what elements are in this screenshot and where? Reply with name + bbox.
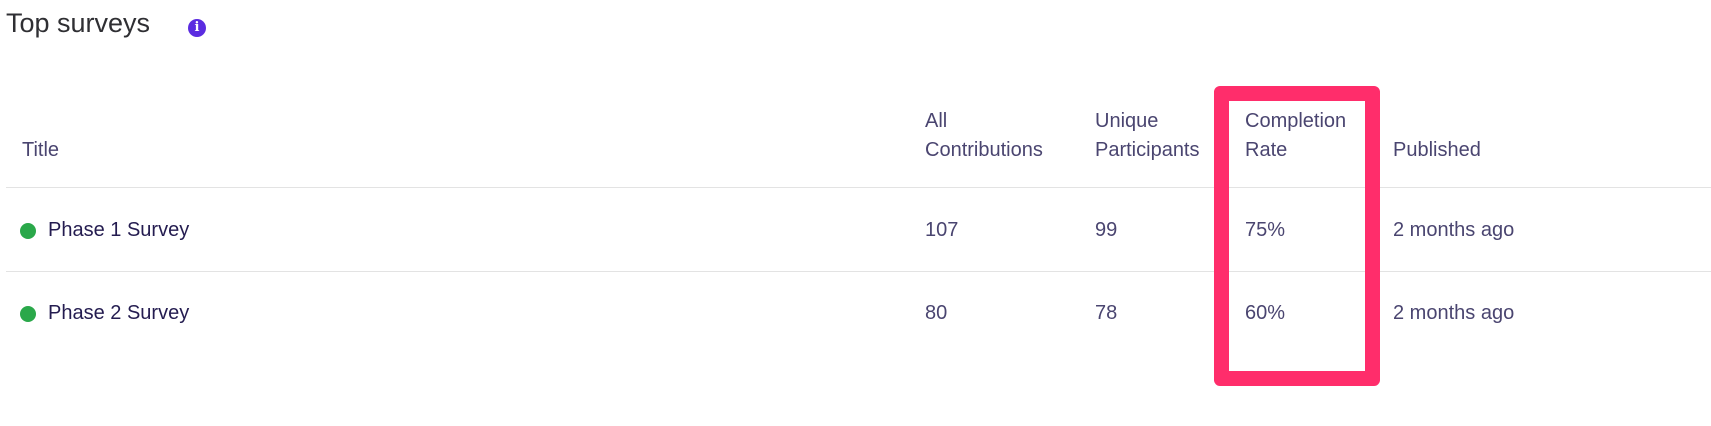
completion-rate-value: 60% (1245, 302, 1286, 324)
column-header-all-contributions[interactable]: All Contributions (925, 107, 1043, 165)
contributions-value: 80 (925, 302, 948, 324)
divider (6, 271, 1711, 272)
page-title: Top surveys (6, 8, 151, 38)
divider (6, 187, 1711, 188)
header-label: Rate (1245, 139, 1288, 161)
column-header-completion-rate[interactable]: Completion Rate (1245, 107, 1346, 165)
header-label: Participants (1095, 139, 1200, 161)
header-label: Unique (1095, 110, 1159, 132)
completion-rate-value: 75% (1245, 219, 1286, 241)
status-dot-icon (20, 306, 36, 322)
header-label: Completion (1245, 110, 1347, 132)
published-value: 2 months ago (1393, 219, 1515, 241)
status-dot-icon (20, 223, 36, 239)
header-label: Published (1393, 139, 1481, 161)
participants-value: 99 (1095, 219, 1118, 241)
published-value: 2 months ago (1393, 302, 1515, 324)
participants-value: 78 (1095, 302, 1118, 324)
survey-title-link[interactable]: Phase 1 Survey (48, 219, 190, 241)
column-header-unique-participants[interactable]: Unique Participants (1095, 107, 1200, 165)
header-label: Title (22, 139, 60, 161)
contributions-value: 107 (925, 219, 959, 241)
header-label: All (925, 110, 948, 132)
column-header-published[interactable]: Published (1393, 136, 1481, 165)
survey-title-link[interactable]: Phase 2 Survey (48, 302, 190, 324)
info-icon[interactable]: i (188, 19, 206, 37)
header-label: Contributions (925, 139, 1043, 161)
column-header-title[interactable]: Title (22, 136, 59, 165)
